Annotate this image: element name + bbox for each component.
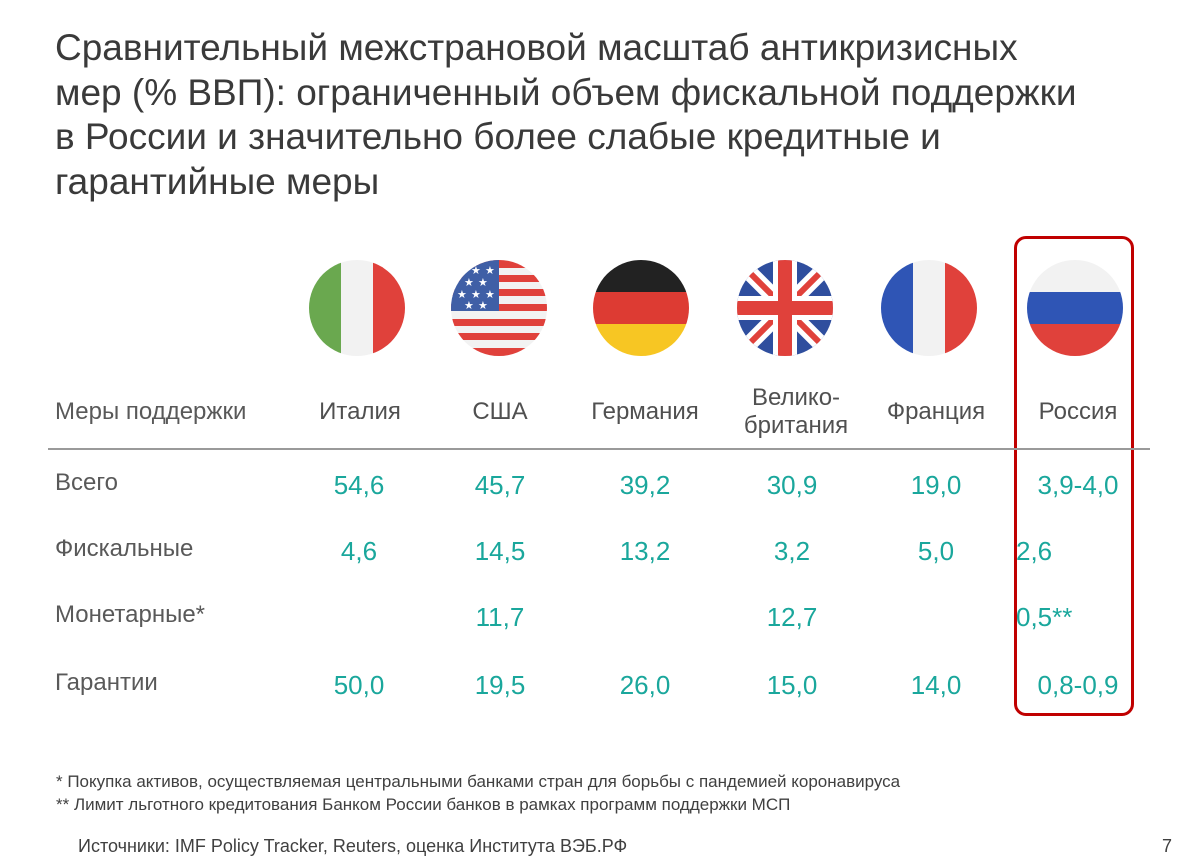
table-header-label: Меры поддержки bbox=[55, 398, 247, 425]
svg-text:★: ★ bbox=[485, 264, 495, 277]
table-cell: 54,6 bbox=[333, 470, 385, 500]
column-header-usa: США bbox=[472, 398, 528, 425]
row-label-guarantees: Гарантии bbox=[55, 669, 158, 696]
uk-flag-icon bbox=[737, 260, 833, 356]
svg-text:★: ★ bbox=[471, 264, 481, 277]
table-cell: 30,9 bbox=[766, 470, 818, 500]
row-label-fiscal: Фискальные bbox=[55, 535, 194, 562]
table-cell: 3,9-4,0 bbox=[1037, 470, 1119, 500]
header-divider bbox=[48, 448, 1150, 450]
table-cell: 5,0 bbox=[917, 536, 955, 566]
table-cell: 13,2 bbox=[619, 536, 671, 566]
table-cell: 39,2 bbox=[619, 470, 671, 500]
svg-text:★: ★ bbox=[485, 288, 495, 301]
table-cell: 45,7 bbox=[474, 470, 526, 500]
france-flag-icon bbox=[881, 260, 977, 356]
table-cell: 14,0 bbox=[910, 670, 962, 700]
svg-text:★: ★ bbox=[464, 276, 474, 289]
svg-text:★: ★ bbox=[457, 288, 467, 301]
table-cell: 0,8-0,9 bbox=[1037, 670, 1119, 700]
page-title: Сравнительный межстрановой масштаб антик… bbox=[55, 27, 1077, 202]
footnote-1: * Покупка активов, осуществляемая центра… bbox=[56, 772, 901, 791]
column-header-russia: Россия bbox=[1038, 398, 1118, 425]
table-cell: 50,0 bbox=[333, 670, 385, 700]
table-cell: 19,0 bbox=[910, 470, 962, 500]
table-cell: 19,5 bbox=[474, 670, 526, 700]
svg-text:★: ★ bbox=[464, 299, 474, 312]
svg-text:★: ★ bbox=[471, 288, 481, 301]
russia-highlight-box bbox=[1014, 236, 1134, 716]
table-cell: 14,5 bbox=[474, 536, 526, 566]
svg-text:★: ★ bbox=[478, 276, 488, 289]
source-text: Источники: IMF Policy Tracker, Reuters, … bbox=[78, 836, 628, 856]
column-header-france: Франция bbox=[886, 398, 986, 425]
table-cell: 2,6 bbox=[1016, 536, 1053, 566]
table-cell: 12,7 bbox=[766, 602, 818, 632]
italy-flag-icon bbox=[309, 260, 405, 356]
table-cell: 0,5** bbox=[1016, 602, 1073, 632]
page-number: 7 bbox=[1162, 836, 1173, 856]
column-header-uk: Велико- британия bbox=[743, 384, 849, 439]
table-cell: 11,7 bbox=[475, 602, 525, 632]
row-label-total: Всего bbox=[55, 469, 118, 496]
column-header-italy: Италия bbox=[319, 398, 401, 425]
row-label-monetary: Монетарные* bbox=[55, 601, 206, 628]
germany-flag-icon bbox=[593, 260, 689, 356]
column-header-germany: Германия bbox=[591, 398, 699, 425]
footnote-2: ** Лимит льготного кредитования Банком Р… bbox=[56, 795, 791, 814]
russia-flag-icon bbox=[1027, 260, 1123, 356]
table-cell: 3,2 bbox=[773, 536, 811, 566]
table-cell: 4,6 bbox=[340, 536, 378, 566]
table-cell: 26,0 bbox=[619, 670, 671, 700]
svg-text:★: ★ bbox=[478, 299, 488, 312]
usa-flag-icon: ★ ★ ★ ★ ★ ★ ★ ★ ★ ★ bbox=[451, 260, 547, 356]
table-cell: 15,0 bbox=[766, 670, 818, 700]
